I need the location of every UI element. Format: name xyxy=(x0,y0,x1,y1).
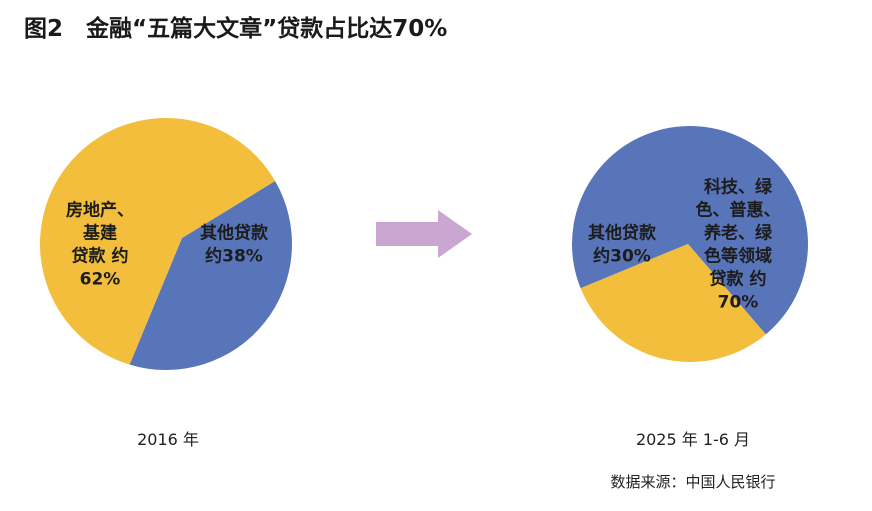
right-arrow-icon xyxy=(376,210,472,258)
pie-slice-label-line: 基建 xyxy=(82,223,117,244)
pie-slice-0-1 xyxy=(39,117,276,365)
pie-chart-2025: 科技、绿色、普惠、养老、绿色等领域贷款 约 70% 其他贷款约30% xyxy=(571,125,808,362)
pie-slice-label-line: 其他贷款 xyxy=(588,223,657,244)
chart-title: 图2 金融“五篇大文章”贷款占比达70% xyxy=(24,15,447,42)
pie-slice-label-line: 贷款 约 xyxy=(710,269,767,290)
pie-slice-label-0-1: 房地产、基建贷款 约 62% xyxy=(66,200,134,290)
pie-slice-label-line: 约38% xyxy=(205,246,263,267)
pie-slice-1-0 xyxy=(571,125,808,335)
pie-slice-label-line: 科技、绿 xyxy=(704,177,773,198)
pie-slice-0-0 xyxy=(129,181,292,370)
pie-slice-label-1-0: 科技、绿色、普惠、养老、绿色等领域贷款 约 70% xyxy=(696,177,781,313)
pie-slice-label-line: 70% xyxy=(718,293,759,313)
data-source: 数据来源：中国人民银行 xyxy=(610,473,775,491)
pie-slice-label-line: 贷款 约 xyxy=(72,246,129,267)
pie-slice-label-line: 色、普惠、 xyxy=(696,200,781,221)
pie-chart-2016: 其他贷款约38% 房地产、基建贷款 约 62% xyxy=(39,117,292,370)
pie-slice-label-line: 色等领域 xyxy=(704,246,772,267)
pie-slice-1-1 xyxy=(580,244,766,362)
period-label-2025: 2025 年 1-6 月 xyxy=(636,430,750,449)
pie-slice-label-line: 约30% xyxy=(593,246,651,267)
pie-slice-label-line: 62% xyxy=(80,270,121,290)
pie-slice-label-line: 其他贷款 xyxy=(200,223,269,244)
period-label-2016: 2016 年 xyxy=(137,430,199,449)
pie-slice-label-0-0: 其他贷款约38% xyxy=(200,223,269,267)
pie-slice-label-line: 养老、绿 xyxy=(703,223,773,244)
pie-slice-label-1-1: 其他贷款约30% xyxy=(588,223,657,267)
pie-slice-label-line: 房地产、 xyxy=(66,200,134,221)
